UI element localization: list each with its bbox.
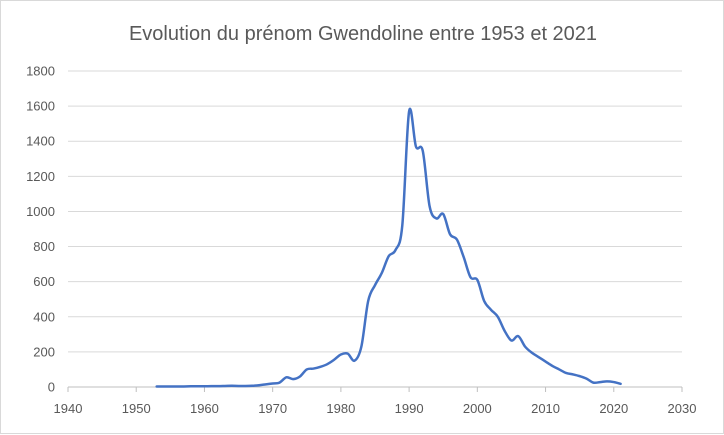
series-layer [155, 107, 622, 388]
y-tick-label: 600 [33, 274, 55, 289]
x-tick-label: 2000 [463, 401, 492, 416]
x-tick-label: 1990 [395, 401, 424, 416]
x-tick-label: 1980 [326, 401, 355, 416]
y-tick-label: 1000 [26, 204, 55, 219]
y-tick-label: 800 [33, 239, 55, 254]
x-tick-label: 1960 [190, 401, 219, 416]
y-tick-label: 1800 [26, 64, 55, 79]
y-tick-label: 200 [33, 344, 55, 359]
x-tick-label: 2010 [531, 401, 560, 416]
series-line [155, 107, 622, 388]
chart-title: Evolution du prénom Gwendoline entre 195… [129, 23, 597, 45]
y-tick-label: 1600 [26, 99, 55, 114]
y-tick-label: 0 [48, 380, 55, 395]
x-tick-label: 1940 [54, 401, 83, 416]
y-axis-tick-labels: 0 200 400 600 800 1000 1200 1400 1600 1800 [26, 64, 55, 395]
x-tick-label: 2030 [668, 401, 697, 416]
x-tick-label: 1950 [122, 401, 151, 416]
x-tick-label: 2020 [599, 401, 628, 416]
y-tick-label: 1200 [26, 169, 55, 184]
y-tick-label: 400 [33, 309, 55, 324]
y-tick-label: 1400 [26, 134, 55, 149]
x-tick-label: 1970 [258, 401, 287, 416]
x-axis [67, 386, 683, 392]
gridlines [68, 70, 682, 353]
x-axis-tick-labels: 1940 1950 1960 1970 1980 1990 2000 2010 2020 2030 [54, 401, 697, 416]
